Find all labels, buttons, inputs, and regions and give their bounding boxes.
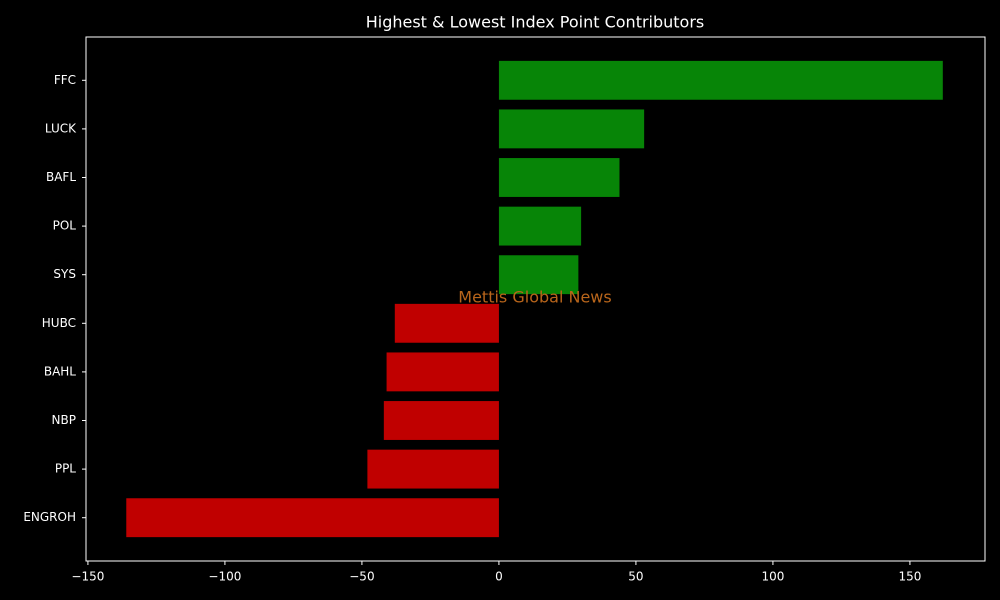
x-tick-label: 150 [898, 570, 921, 584]
y-tick-label: POL [53, 219, 77, 233]
x-tick-label: 0 [495, 570, 503, 584]
plot-frame [85, 36, 986, 562]
y-tick-label: PPL [55, 462, 76, 476]
bar [498, 60, 943, 100]
bar [498, 158, 620, 197]
bar [498, 255, 579, 295]
bar [383, 401, 499, 440]
bar [498, 206, 582, 246]
bar [386, 352, 499, 392]
x-tick-label: −100 [208, 570, 241, 584]
bar [126, 498, 499, 538]
bar [394, 303, 499, 343]
y-tick-label: SYS [53, 267, 76, 281]
y-tick-label: ENGROH [23, 510, 76, 524]
x-tick-label: 50 [628, 570, 643, 584]
x-tick-label: −150 [71, 570, 104, 584]
y-tick-label: BAFL [46, 170, 76, 184]
watermark: Mettis Global News [458, 288, 611, 307]
chart-title: Highest & Lowest Index Point Contributor… [366, 13, 705, 32]
bar [498, 109, 645, 149]
x-tick-label: −50 [349, 570, 374, 584]
y-tick-label: FFC [54, 73, 76, 87]
y-tick-label: BAHL [44, 364, 76, 378]
y-tick-label: LUCK [45, 121, 77, 135]
y-tick-label: HUBC [42, 316, 76, 330]
bar [367, 449, 499, 489]
x-tick-label: 100 [761, 570, 784, 584]
y-tick-label: NBP [52, 413, 76, 427]
